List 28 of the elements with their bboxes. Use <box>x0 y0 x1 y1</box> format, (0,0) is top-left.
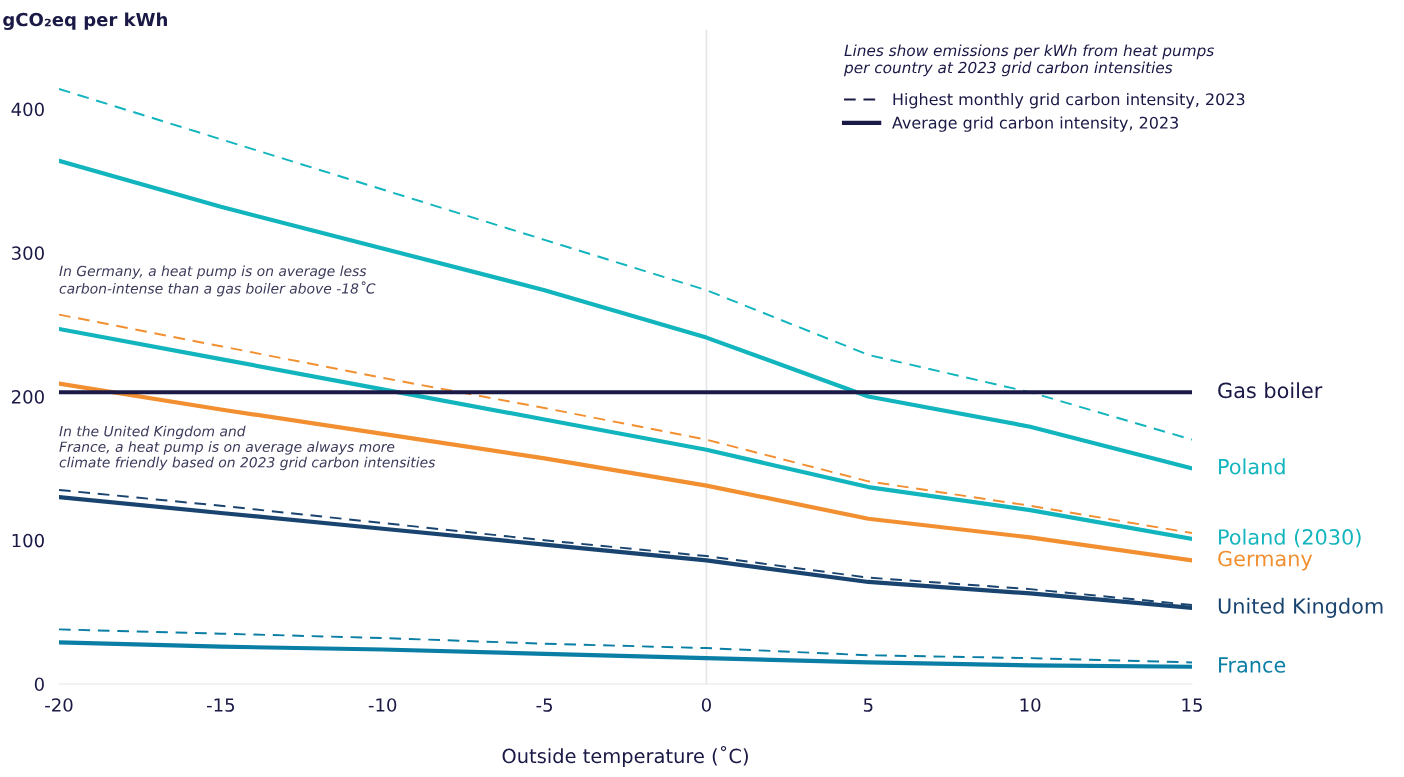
x-tick-label: -20 <box>45 698 73 712</box>
x-tick-label: 15 <box>1182 698 1202 712</box>
series-label: Poland <box>1219 458 1285 475</box>
x-tick-label: -10 <box>368 698 397 712</box>
line-series <box>59 158 1192 471</box>
x-tick-label: -5 <box>536 698 552 712</box>
x-tick-label: 5 <box>863 698 873 712</box>
x-axis-title: Outside temperature (˚C) <box>502 745 748 768</box>
annotation: Average grid carbon intensity, 2023 <box>892 116 1178 132</box>
annotation: In Germany, a heat pump is on average less carbon-intense than a gas boiler above -18˚C <box>59 265 376 297</box>
series-label: France <box>1219 657 1286 673</box>
annotation: In the United Kingdom and France, a heat pump is on average always more climate friendly based on 2023 grid carbon intensities <box>59 425 436 471</box>
x-tick-label: 0 <box>701 698 711 712</box>
annotation: Highest monthly grid carbon intensity, 2023 <box>893 92 1245 109</box>
series-label: United Kingdom <box>1218 597 1383 618</box>
series-label: Gas boiler <box>1218 382 1323 399</box>
y-axis-title: gCO₂eq per kWh <box>3 12 167 30</box>
line-series <box>59 381 1192 563</box>
y-tick-label: 300 <box>12 246 44 260</box>
y-tick-label: 400 <box>11 102 44 117</box>
series-label: Poland (2030) <box>1219 528 1361 548</box>
series-label: Germany <box>1218 550 1313 571</box>
legend-title: Lines show emissions per kWh from heat pumps per country at 2023 grid carbon intensities <box>843 44 1214 77</box>
y-tick-label: 200 <box>11 389 44 404</box>
x-tick-label: -15 <box>207 698 235 712</box>
y-tick-label: 100 <box>12 533 44 548</box>
x-tick-label: 10 <box>1020 698 1041 712</box>
y-tick-label: 0 <box>34 677 44 692</box>
